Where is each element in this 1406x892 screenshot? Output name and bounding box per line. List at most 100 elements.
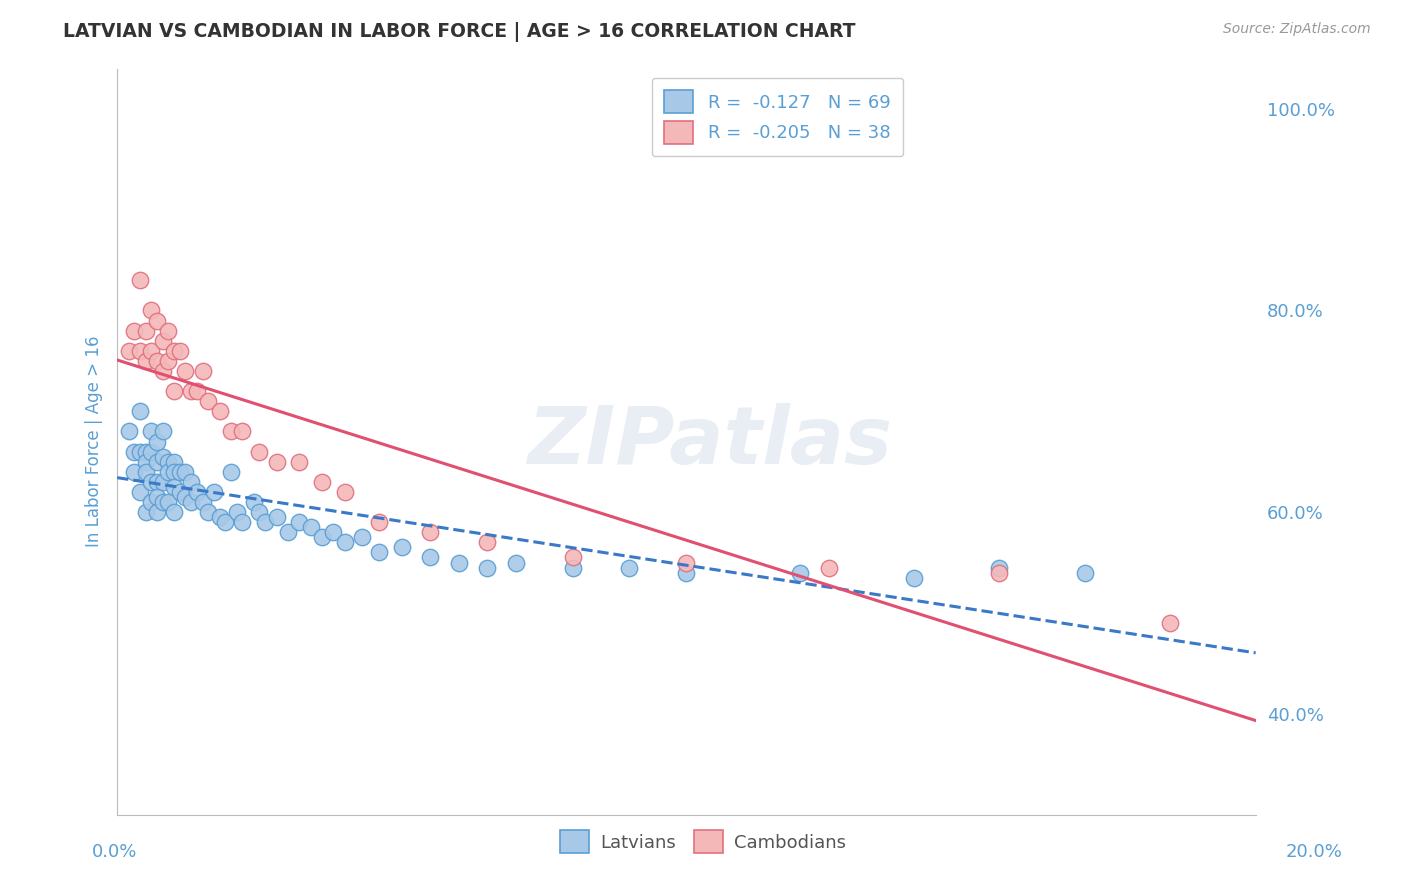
Point [675, 556, 697, 570]
Point [231, 425, 253, 439]
Point [561, 550, 583, 565]
Point [169, 485, 191, 500]
Point [141, 425, 163, 439]
Point [1074, 566, 1097, 580]
Point [129, 485, 152, 500]
Point [266, 510, 288, 524]
Text: 20.0%: 20.0% [1286, 843, 1343, 861]
Point [214, 515, 236, 529]
Point [186, 384, 208, 398]
Point [122, 444, 145, 458]
Point [254, 515, 277, 529]
Point [146, 455, 169, 469]
Point [243, 495, 266, 509]
Text: ZIPatlas: ZIPatlas [527, 402, 891, 481]
Point [174, 465, 197, 479]
Point [197, 505, 219, 519]
Point [135, 444, 157, 458]
Point [350, 530, 373, 544]
Text: LATVIAN VS CAMBODIAN IN LABOR FORCE | AGE > 16 CORRELATION CHART: LATVIAN VS CAMBODIAN IN LABOR FORCE | AG… [63, 22, 856, 42]
Point [1159, 615, 1181, 630]
Point [141, 444, 163, 458]
Point [191, 495, 214, 509]
Point [180, 384, 202, 398]
Point [135, 324, 157, 338]
Text: 0.0%: 0.0% [91, 843, 136, 861]
Point [152, 334, 174, 348]
Point [157, 354, 180, 368]
Point [231, 515, 253, 529]
Point [117, 425, 139, 439]
Point [477, 535, 499, 549]
Point [249, 505, 271, 519]
Point [561, 560, 583, 574]
Point [368, 515, 391, 529]
Point [311, 475, 333, 489]
Point [249, 444, 271, 458]
Point [225, 505, 247, 519]
Point [311, 530, 333, 544]
Point [208, 510, 231, 524]
Legend: R =  -0.127   N = 69, R =  -0.205   N = 38: R = -0.127 N = 69, R = -0.205 N = 38 [652, 78, 903, 156]
Point [277, 525, 299, 540]
Point [129, 444, 152, 458]
Point [157, 324, 180, 338]
Point [129, 343, 152, 358]
Point [299, 520, 322, 534]
Point [419, 525, 441, 540]
Point [152, 450, 174, 464]
Point [219, 425, 242, 439]
Point [197, 394, 219, 409]
Point [191, 364, 214, 378]
Point [163, 480, 186, 494]
Point [180, 475, 202, 489]
Point [157, 495, 180, 509]
Point [903, 571, 925, 585]
Point [117, 343, 139, 358]
Point [146, 434, 169, 449]
Point [163, 505, 186, 519]
Text: Source: ZipAtlas.com: Source: ZipAtlas.com [1223, 22, 1371, 37]
Point [219, 465, 242, 479]
Point [180, 495, 202, 509]
Point [146, 313, 169, 327]
Point [186, 485, 208, 500]
Point [135, 455, 157, 469]
Point [152, 364, 174, 378]
Point [419, 550, 441, 565]
Point [477, 560, 499, 574]
Point [141, 495, 163, 509]
Point [146, 354, 169, 368]
Point [135, 354, 157, 368]
Point [152, 495, 174, 509]
Point [789, 566, 811, 580]
Point [266, 455, 288, 469]
Point [988, 566, 1011, 580]
Point [141, 303, 163, 318]
Point [135, 465, 157, 479]
Point [141, 475, 163, 489]
Point [333, 535, 356, 549]
Point [163, 465, 186, 479]
Y-axis label: In Labor Force | Age > 16: In Labor Force | Age > 16 [86, 335, 103, 548]
Point [146, 505, 169, 519]
Point [817, 560, 839, 574]
Point [174, 490, 197, 504]
Point [122, 465, 145, 479]
Point [152, 425, 174, 439]
Point [619, 560, 641, 574]
Point [129, 404, 152, 418]
Point [391, 541, 413, 555]
Legend: Latvians, Cambodians: Latvians, Cambodians [553, 823, 853, 861]
Point [157, 455, 180, 469]
Point [163, 455, 186, 469]
Point [208, 404, 231, 418]
Point [675, 566, 697, 580]
Point [447, 556, 470, 570]
Point [135, 505, 157, 519]
Point [157, 465, 180, 479]
Point [368, 545, 391, 559]
Point [141, 343, 163, 358]
Point [152, 475, 174, 489]
Point [122, 324, 145, 338]
